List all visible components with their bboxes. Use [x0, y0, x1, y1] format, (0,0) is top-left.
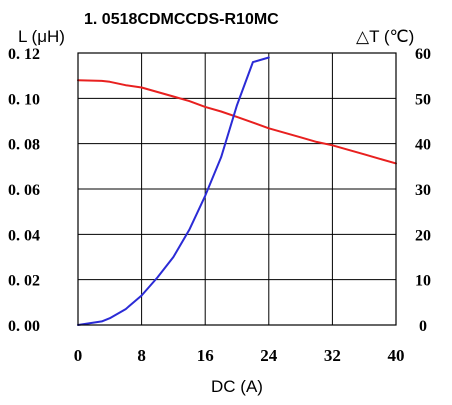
- series-layer: [77, 56, 397, 326]
- x-axis-title: DC (A): [211, 377, 263, 396]
- x-tick-label: 8: [137, 346, 146, 365]
- y-left-tick-label: 0. 04: [8, 227, 40, 244]
- y-left-tick-label: 0. 02: [8, 273, 40, 290]
- y-left-tick-label: 0. 08: [8, 137, 40, 154]
- y-right-tick-label: 10: [415, 273, 431, 290]
- y-left-axis-title: L (μH): [18, 27, 65, 46]
- series-line-inductance: [77, 79, 397, 165]
- y-right-tick-label: 60: [415, 46, 431, 63]
- grid: [78, 53, 396, 325]
- x-ticks: 0 8 16 24 32 40: [74, 346, 405, 365]
- x-tick-label: 16: [197, 346, 214, 365]
- y-right-ticks: 0 10 20 30 40 50 60: [415, 46, 431, 335]
- y-left-ticks: 0. 00 0. 02 0. 04 0. 06 0. 08 0. 10 0. 12: [8, 46, 40, 335]
- y-right-tick-label: 0: [419, 318, 427, 335]
- y-left-tick-label: 0. 10: [8, 91, 40, 108]
- y-right-tick-label: 20: [415, 227, 431, 244]
- plot-frame: [77, 52, 397, 326]
- y-left-tick-label: 0. 06: [8, 182, 40, 199]
- x-tick-label: 40: [388, 346, 405, 365]
- y-right-tick-label: 30: [415, 182, 431, 199]
- y-left-tick-label: 0. 12: [8, 46, 40, 63]
- y-right-axis-title: △T (℃): [356, 27, 414, 46]
- y-right-tick-label: 40: [415, 137, 431, 154]
- x-tick-label: 32: [324, 346, 341, 365]
- x-tick-label: 24: [260, 346, 278, 365]
- y-right-tick-label: 50: [415, 91, 431, 108]
- series-line-temperature: [77, 56, 270, 326]
- y-left-tick-label: 0. 00: [8, 318, 40, 335]
- chart-title: 1. 0518CDMCCDS-R10MC: [84, 11, 279, 28]
- x-tick-label: 0: [74, 346, 83, 365]
